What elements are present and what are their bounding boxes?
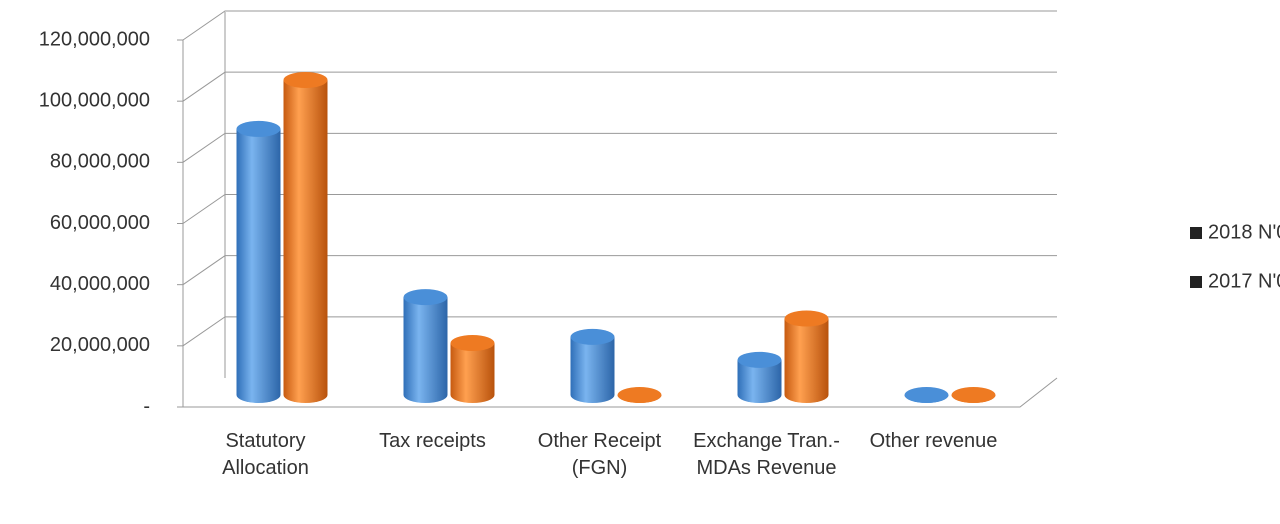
x-tick-label: Other revenue [869, 430, 998, 452]
bar [403, 289, 448, 403]
grid-line [182, 10, 1057, 41]
bar [450, 335, 495, 403]
x-tick-label: Exchange Tran.-MDAs Revenue [693, 430, 840, 479]
legend-marker [1190, 227, 1202, 239]
grid-line [182, 316, 1057, 347]
grid-line [182, 71, 1057, 102]
y-tick-label: 120,000,000 [39, 28, 150, 50]
bar [617, 387, 662, 403]
bar [904, 387, 949, 403]
bar-top [617, 387, 662, 403]
x-tick-label: Other Receipt (FGN) [537, 430, 662, 479]
bar-top [283, 71, 328, 88]
bar-top [450, 335, 495, 352]
bar-top [236, 120, 281, 137]
bar [236, 120, 281, 404]
y-tick-label: 80,000,000 [50, 151, 150, 173]
bar-top [784, 310, 829, 327]
y-tick-label: 20,000,000 [50, 334, 150, 356]
y-tick-label: 100,000,000 [39, 89, 150, 111]
bar-body [403, 297, 448, 403]
legend-label: 2017 N'000 [1208, 270, 1280, 292]
floor-edge [183, 377, 1058, 408]
y-tick-label: 60,000,000 [50, 212, 150, 234]
bar [283, 71, 328, 403]
bar [737, 351, 782, 403]
bar-top [737, 351, 782, 368]
y-tick-label: - [143, 395, 150, 417]
bar-body [450, 343, 495, 403]
bar-top [951, 387, 996, 403]
grid-line [182, 132, 1057, 163]
bar-top [570, 328, 615, 345]
x-tick-label: Statutory Allocation [222, 430, 309, 479]
bar-body [236, 128, 281, 404]
bar-body [784, 318, 829, 403]
y-tick-label: 40,000,000 [50, 273, 150, 295]
bar-body [737, 359, 782, 403]
bar [570, 328, 615, 403]
bar-body [283, 79, 328, 403]
legend-label: 2018 N'000 [1208, 221, 1280, 243]
grid-line [182, 194, 1057, 224]
legend-marker [1190, 276, 1202, 288]
bar-top [403, 289, 448, 306]
bar-body [570, 336, 615, 403]
bar [784, 310, 829, 403]
bar-top [904, 387, 949, 403]
bar [951, 387, 996, 403]
grid-line [182, 255, 1057, 286]
x-tick-label: Tax receipts [379, 430, 486, 452]
